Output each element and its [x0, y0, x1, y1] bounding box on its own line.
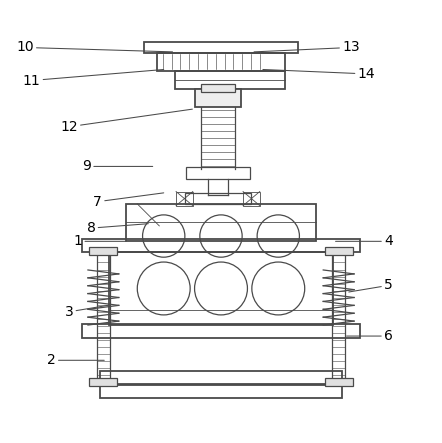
- Text: 13: 13: [254, 40, 360, 54]
- Bar: [100, 371, 342, 385]
- Bar: [144, 42, 298, 53]
- Bar: [157, 53, 285, 71]
- Bar: [89, 378, 118, 386]
- Bar: [126, 204, 316, 241]
- Text: 9: 9: [82, 159, 152, 173]
- Text: 6: 6: [347, 329, 393, 343]
- Bar: [186, 167, 250, 179]
- Bar: [243, 191, 260, 206]
- Bar: [89, 247, 118, 255]
- Text: 8: 8: [87, 221, 149, 235]
- Bar: [195, 89, 241, 107]
- Bar: [324, 247, 353, 255]
- Bar: [175, 71, 285, 89]
- Text: 4: 4: [335, 234, 393, 249]
- Bar: [176, 191, 193, 206]
- Bar: [82, 239, 360, 253]
- Text: 1: 1: [73, 234, 126, 249]
- Bar: [201, 84, 235, 92]
- Bar: [324, 378, 353, 386]
- Text: 11: 11: [23, 70, 164, 88]
- Text: 2: 2: [47, 354, 104, 367]
- Bar: [100, 384, 342, 398]
- Text: 5: 5: [349, 278, 393, 292]
- Bar: [109, 253, 333, 325]
- Bar: [185, 193, 251, 204]
- Bar: [82, 324, 360, 338]
- Text: 10: 10: [16, 40, 172, 54]
- Text: 12: 12: [60, 109, 192, 134]
- Text: 7: 7: [93, 193, 164, 209]
- Text: 3: 3: [65, 305, 109, 319]
- Text: 14: 14: [263, 67, 375, 81]
